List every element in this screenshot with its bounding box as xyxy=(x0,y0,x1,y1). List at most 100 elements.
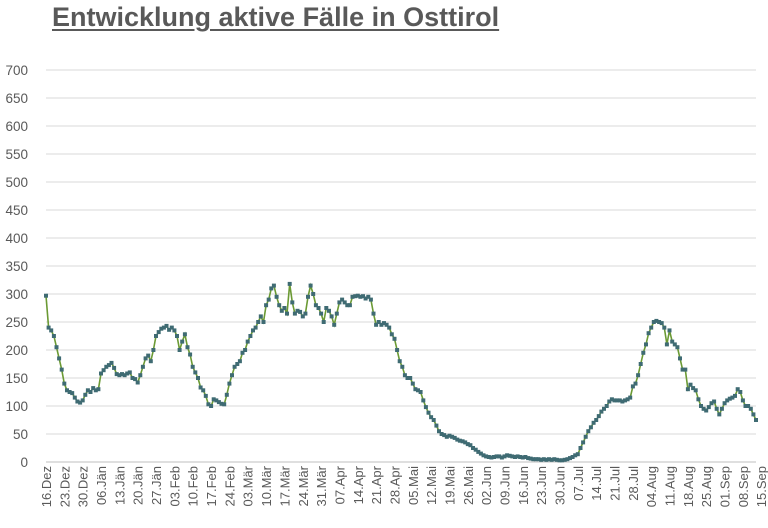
data-point xyxy=(536,457,541,462)
data-point xyxy=(591,420,596,425)
data-point xyxy=(505,453,510,458)
data-point xyxy=(361,294,365,299)
data-point xyxy=(693,388,698,393)
data-point xyxy=(400,364,405,369)
data-point xyxy=(316,306,321,310)
data-point xyxy=(539,457,544,462)
data-point xyxy=(588,425,593,430)
data-point xyxy=(675,345,680,350)
data-point xyxy=(481,453,486,458)
data-point xyxy=(651,320,656,324)
data-point xyxy=(277,303,282,308)
data-point xyxy=(641,350,646,355)
data-point xyxy=(609,397,614,402)
data-point xyxy=(646,331,651,336)
y-tick-label: 150 xyxy=(5,371,28,386)
data-point xyxy=(211,397,216,402)
data-point xyxy=(340,297,345,302)
y-tick-label: 50 xyxy=(13,427,28,442)
y-tick-label: 600 xyxy=(5,119,28,134)
data-point xyxy=(65,388,69,393)
data-point xyxy=(389,332,394,337)
data-point xyxy=(256,320,261,324)
data-point xyxy=(319,311,324,316)
data-point xyxy=(636,373,641,378)
data-point xyxy=(363,296,368,301)
x-tick-label: 18.Aug xyxy=(681,466,696,507)
data-point xyxy=(368,297,373,302)
data-point xyxy=(659,321,664,326)
data-point xyxy=(628,395,633,400)
data-point xyxy=(465,442,470,447)
x-tick-label: 26.Mai xyxy=(461,466,476,505)
data-point xyxy=(161,325,166,330)
data-point xyxy=(193,370,198,375)
data-point xyxy=(604,404,609,408)
data-point xyxy=(46,325,51,330)
data-point xyxy=(230,373,234,378)
x-tick-label: 14.Apr xyxy=(351,465,366,504)
data-point xyxy=(730,395,735,400)
x-tick-label: 25.Aug xyxy=(699,466,714,507)
x-tick-label: 24.Mär xyxy=(296,465,311,506)
data-point xyxy=(227,381,232,386)
data-point xyxy=(135,380,140,385)
data-point xyxy=(620,399,625,404)
x-tick-label: 08.Sep xyxy=(736,466,751,507)
data-point xyxy=(80,398,85,403)
data-point xyxy=(578,446,583,450)
data-point xyxy=(125,371,130,376)
y-tick-label: 700 xyxy=(5,63,28,78)
data-point xyxy=(526,456,531,461)
data-point xyxy=(282,306,287,310)
data-point xyxy=(321,320,326,324)
data-point xyxy=(295,308,300,313)
x-tick-label: 23.Jun xyxy=(534,466,549,505)
x-tick-label: 06.Jän xyxy=(94,466,109,505)
data-point xyxy=(151,348,156,352)
data-point xyxy=(405,376,410,380)
data-point xyxy=(691,386,696,391)
data-point xyxy=(615,398,620,403)
data-point xyxy=(112,365,117,370)
data-point xyxy=(654,318,659,323)
data-point xyxy=(78,400,83,405)
data-point xyxy=(599,409,604,414)
data-point xyxy=(507,453,512,458)
data-point xyxy=(437,429,441,434)
y-tick-label: 650 xyxy=(5,91,28,106)
data-point xyxy=(743,404,748,408)
data-point xyxy=(568,456,572,461)
data-point xyxy=(114,372,119,377)
data-point xyxy=(290,300,295,305)
data-point xyxy=(384,322,389,327)
data-point xyxy=(722,401,727,406)
data-point xyxy=(486,455,491,459)
x-tick-label: 27.Jän xyxy=(149,466,164,505)
data-point xyxy=(148,359,153,364)
data-point xyxy=(51,334,56,338)
data-point xyxy=(106,363,111,368)
data-point xyxy=(269,286,274,291)
data-point xyxy=(44,293,48,298)
data-point xyxy=(156,330,161,335)
data-point xyxy=(261,320,266,324)
data-point xyxy=(387,325,392,330)
x-tick-label: 10.Feb xyxy=(186,466,201,506)
data-point xyxy=(499,455,504,460)
data-point xyxy=(494,454,499,459)
data-point xyxy=(308,283,313,288)
data-point xyxy=(704,408,709,413)
y-tick-label: 500 xyxy=(5,175,28,190)
data-point xyxy=(672,342,677,347)
x-tick-label: 15.Sep xyxy=(754,466,768,507)
data-point xyxy=(232,364,237,369)
data-point xyxy=(583,434,588,439)
data-point xyxy=(452,435,457,440)
data-point xyxy=(735,387,740,392)
data-point xyxy=(88,390,93,394)
data-point xyxy=(140,364,145,369)
data-point xyxy=(104,364,109,369)
data-point xyxy=(177,348,182,352)
data-point xyxy=(402,373,407,378)
